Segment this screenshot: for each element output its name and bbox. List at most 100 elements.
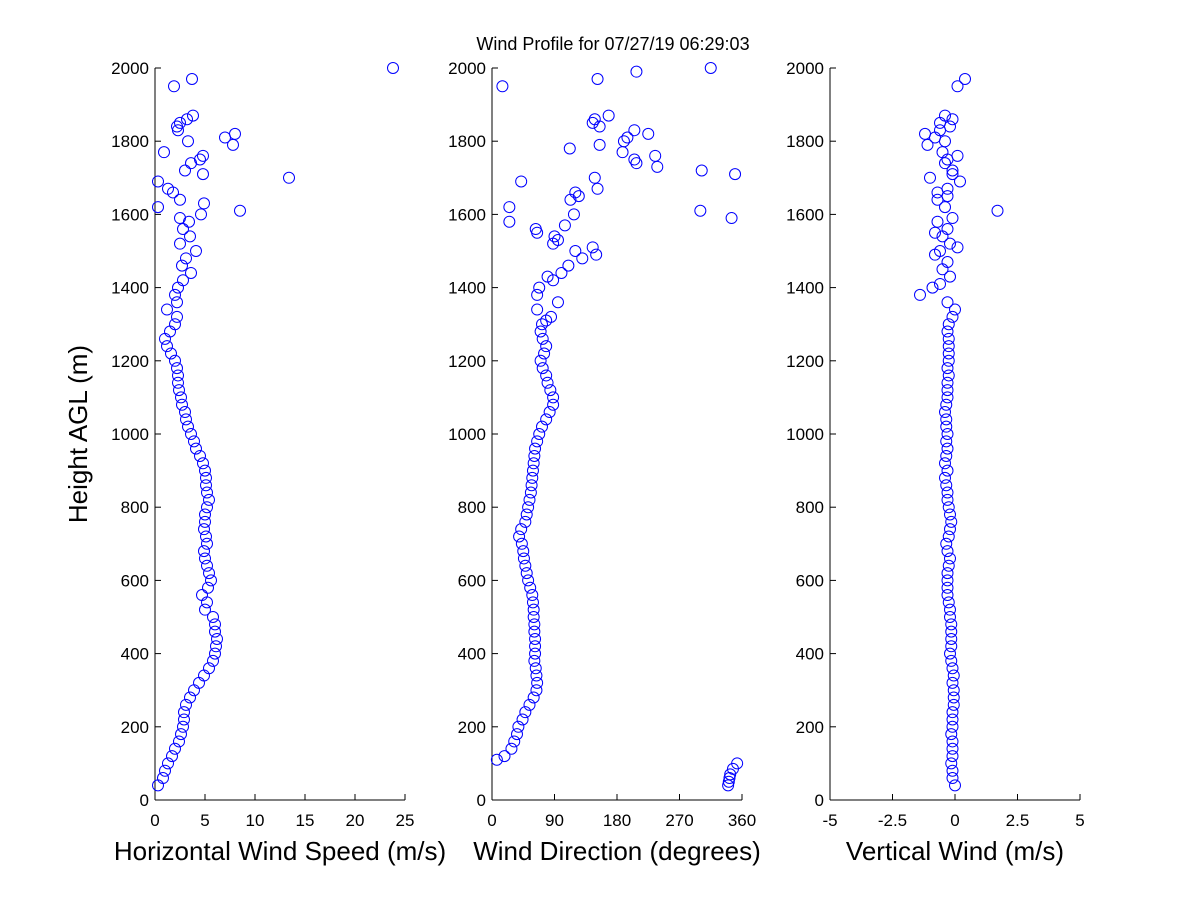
point bbox=[538, 347, 551, 360]
point bbox=[940, 479, 953, 492]
point bbox=[515, 175, 528, 188]
point bbox=[588, 113, 601, 126]
point bbox=[152, 201, 164, 214]
point bbox=[551, 234, 564, 247]
point bbox=[530, 684, 543, 697]
point bbox=[199, 508, 211, 521]
point bbox=[558, 219, 571, 232]
point bbox=[572, 190, 585, 203]
y-tick-label: 0 bbox=[477, 791, 486, 810]
point bbox=[722, 775, 735, 788]
y-tick-label: 800 bbox=[458, 498, 486, 517]
point bbox=[517, 552, 530, 565]
point bbox=[529, 647, 542, 660]
point bbox=[176, 398, 188, 411]
point bbox=[173, 735, 185, 748]
point bbox=[942, 347, 955, 360]
point bbox=[505, 742, 518, 755]
point bbox=[519, 559, 532, 572]
point bbox=[201, 486, 213, 499]
point bbox=[945, 757, 958, 770]
point bbox=[945, 728, 958, 741]
point bbox=[946, 735, 959, 748]
point bbox=[941, 296, 954, 309]
point bbox=[184, 230, 196, 243]
x-axis-label: Wind Direction (degrees) bbox=[473, 836, 761, 866]
point bbox=[944, 270, 956, 283]
point bbox=[940, 413, 953, 426]
point bbox=[522, 501, 535, 514]
point bbox=[941, 428, 954, 440]
y-tick-label: 600 bbox=[121, 571, 149, 590]
point bbox=[940, 420, 953, 433]
point bbox=[939, 157, 951, 170]
point bbox=[946, 662, 959, 675]
point bbox=[387, 62, 399, 74]
x-axis-label: Horizontal Wind Speed (m/s) bbox=[114, 836, 446, 866]
point bbox=[576, 252, 589, 265]
point bbox=[526, 471, 539, 484]
point bbox=[180, 413, 192, 426]
point bbox=[194, 153, 206, 166]
point bbox=[924, 171, 936, 184]
point bbox=[522, 574, 535, 587]
point bbox=[944, 237, 956, 250]
point bbox=[210, 640, 222, 653]
x-tick-label: 25 bbox=[396, 811, 415, 830]
point bbox=[503, 201, 516, 214]
point bbox=[946, 113, 959, 126]
point bbox=[166, 750, 178, 763]
point bbox=[942, 501, 955, 514]
point bbox=[533, 281, 546, 294]
point bbox=[179, 164, 191, 177]
point bbox=[527, 611, 540, 623]
point bbox=[591, 182, 604, 195]
point bbox=[498, 750, 511, 763]
point bbox=[567, 208, 580, 221]
point bbox=[158, 146, 170, 159]
point bbox=[511, 728, 523, 741]
point bbox=[991, 204, 1004, 217]
point bbox=[941, 384, 954, 397]
point bbox=[201, 537, 213, 550]
point bbox=[529, 662, 542, 675]
y-tick-label: 0 bbox=[140, 791, 149, 810]
point bbox=[182, 135, 194, 148]
point bbox=[211, 632, 223, 645]
point bbox=[628, 124, 641, 137]
point bbox=[945, 618, 958, 631]
point bbox=[207, 654, 219, 667]
y-tick-label: 1000 bbox=[448, 425, 486, 444]
point bbox=[939, 201, 951, 214]
point bbox=[177, 223, 189, 236]
point bbox=[946, 742, 959, 755]
point bbox=[198, 197, 210, 210]
point bbox=[926, 281, 939, 294]
x-tick-label: 270 bbox=[665, 811, 693, 830]
point bbox=[941, 589, 954, 602]
point bbox=[941, 391, 954, 404]
point bbox=[519, 515, 532, 528]
y-axis-label: Height AGL (m) bbox=[63, 345, 93, 523]
y-tick-label: 1600 bbox=[786, 205, 824, 224]
y-tick-label: 600 bbox=[458, 571, 486, 590]
point bbox=[949, 303, 961, 316]
point bbox=[520, 567, 533, 580]
point bbox=[590, 248, 603, 261]
point bbox=[517, 545, 530, 558]
point bbox=[540, 413, 553, 426]
point bbox=[171, 310, 183, 323]
y-tick-label: 800 bbox=[121, 498, 149, 517]
point bbox=[169, 354, 181, 367]
point bbox=[534, 325, 547, 338]
point bbox=[941, 376, 954, 389]
point bbox=[541, 270, 554, 283]
y-tick-label: 200 bbox=[796, 718, 824, 737]
x-tick-label: 15 bbox=[296, 811, 315, 830]
point bbox=[200, 530, 212, 543]
point bbox=[945, 640, 958, 653]
point bbox=[152, 175, 164, 188]
point bbox=[536, 362, 549, 375]
point bbox=[169, 288, 181, 301]
x-tick-label: 0 bbox=[487, 811, 496, 830]
